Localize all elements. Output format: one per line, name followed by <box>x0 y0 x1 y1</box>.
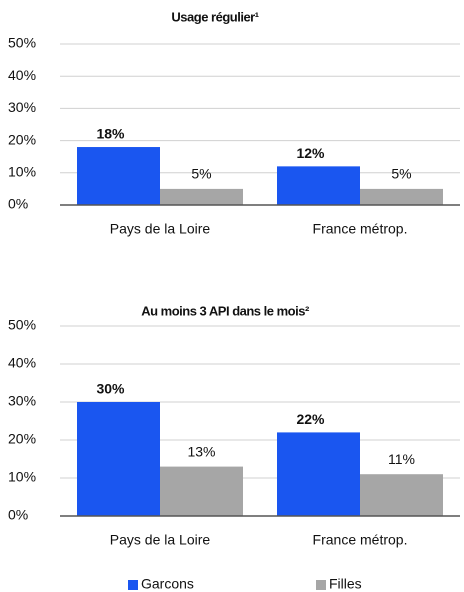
data-label: 13% <box>187 443 215 459</box>
data-label: 11% <box>388 451 415 467</box>
y-tick-label: 10% <box>8 469 36 485</box>
data-label: 22% <box>296 411 325 427</box>
bar <box>360 474 443 516</box>
data-label: 12% <box>296 145 325 161</box>
bar <box>360 188 443 205</box>
x-tick-label: Pays de la Loire <box>110 221 211 237</box>
x-tick-label: France métrop. <box>313 532 408 548</box>
bar <box>277 432 360 516</box>
y-tick-label: 40% <box>8 67 36 83</box>
bar <box>160 466 243 516</box>
bar <box>160 188 243 205</box>
y-tick-label: 50% <box>8 317 36 333</box>
y-tick-label: 0% <box>8 507 28 523</box>
y-tick-label: 40% <box>8 355 36 371</box>
y-tick-label: 20% <box>8 131 36 147</box>
bar <box>277 166 360 205</box>
bar <box>77 147 160 205</box>
data-label: 18% <box>96 126 125 142</box>
chart-title: Usage régulier¹ <box>171 9 258 24</box>
x-tick-label: Pays de la Loire <box>110 532 211 548</box>
legend-swatch <box>128 580 138 590</box>
legend-swatch <box>316 580 326 590</box>
data-label: 30% <box>96 381 125 397</box>
data-label: 5% <box>191 166 211 182</box>
chart-title: Au moins 3 API dans le mois² <box>141 303 310 318</box>
legend-label: Filles <box>329 576 362 592</box>
bar <box>77 402 160 516</box>
y-tick-label: 0% <box>8 196 28 212</box>
y-tick-label: 30% <box>8 99 36 115</box>
data-label: 5% <box>391 166 411 182</box>
y-tick-label: 30% <box>8 393 36 409</box>
y-tick-label: 50% <box>8 35 36 51</box>
y-tick-label: 20% <box>8 431 36 447</box>
x-tick-label: France métrop. <box>313 221 408 237</box>
legend-label: Garcons <box>141 576 194 592</box>
y-tick-label: 10% <box>8 164 36 180</box>
